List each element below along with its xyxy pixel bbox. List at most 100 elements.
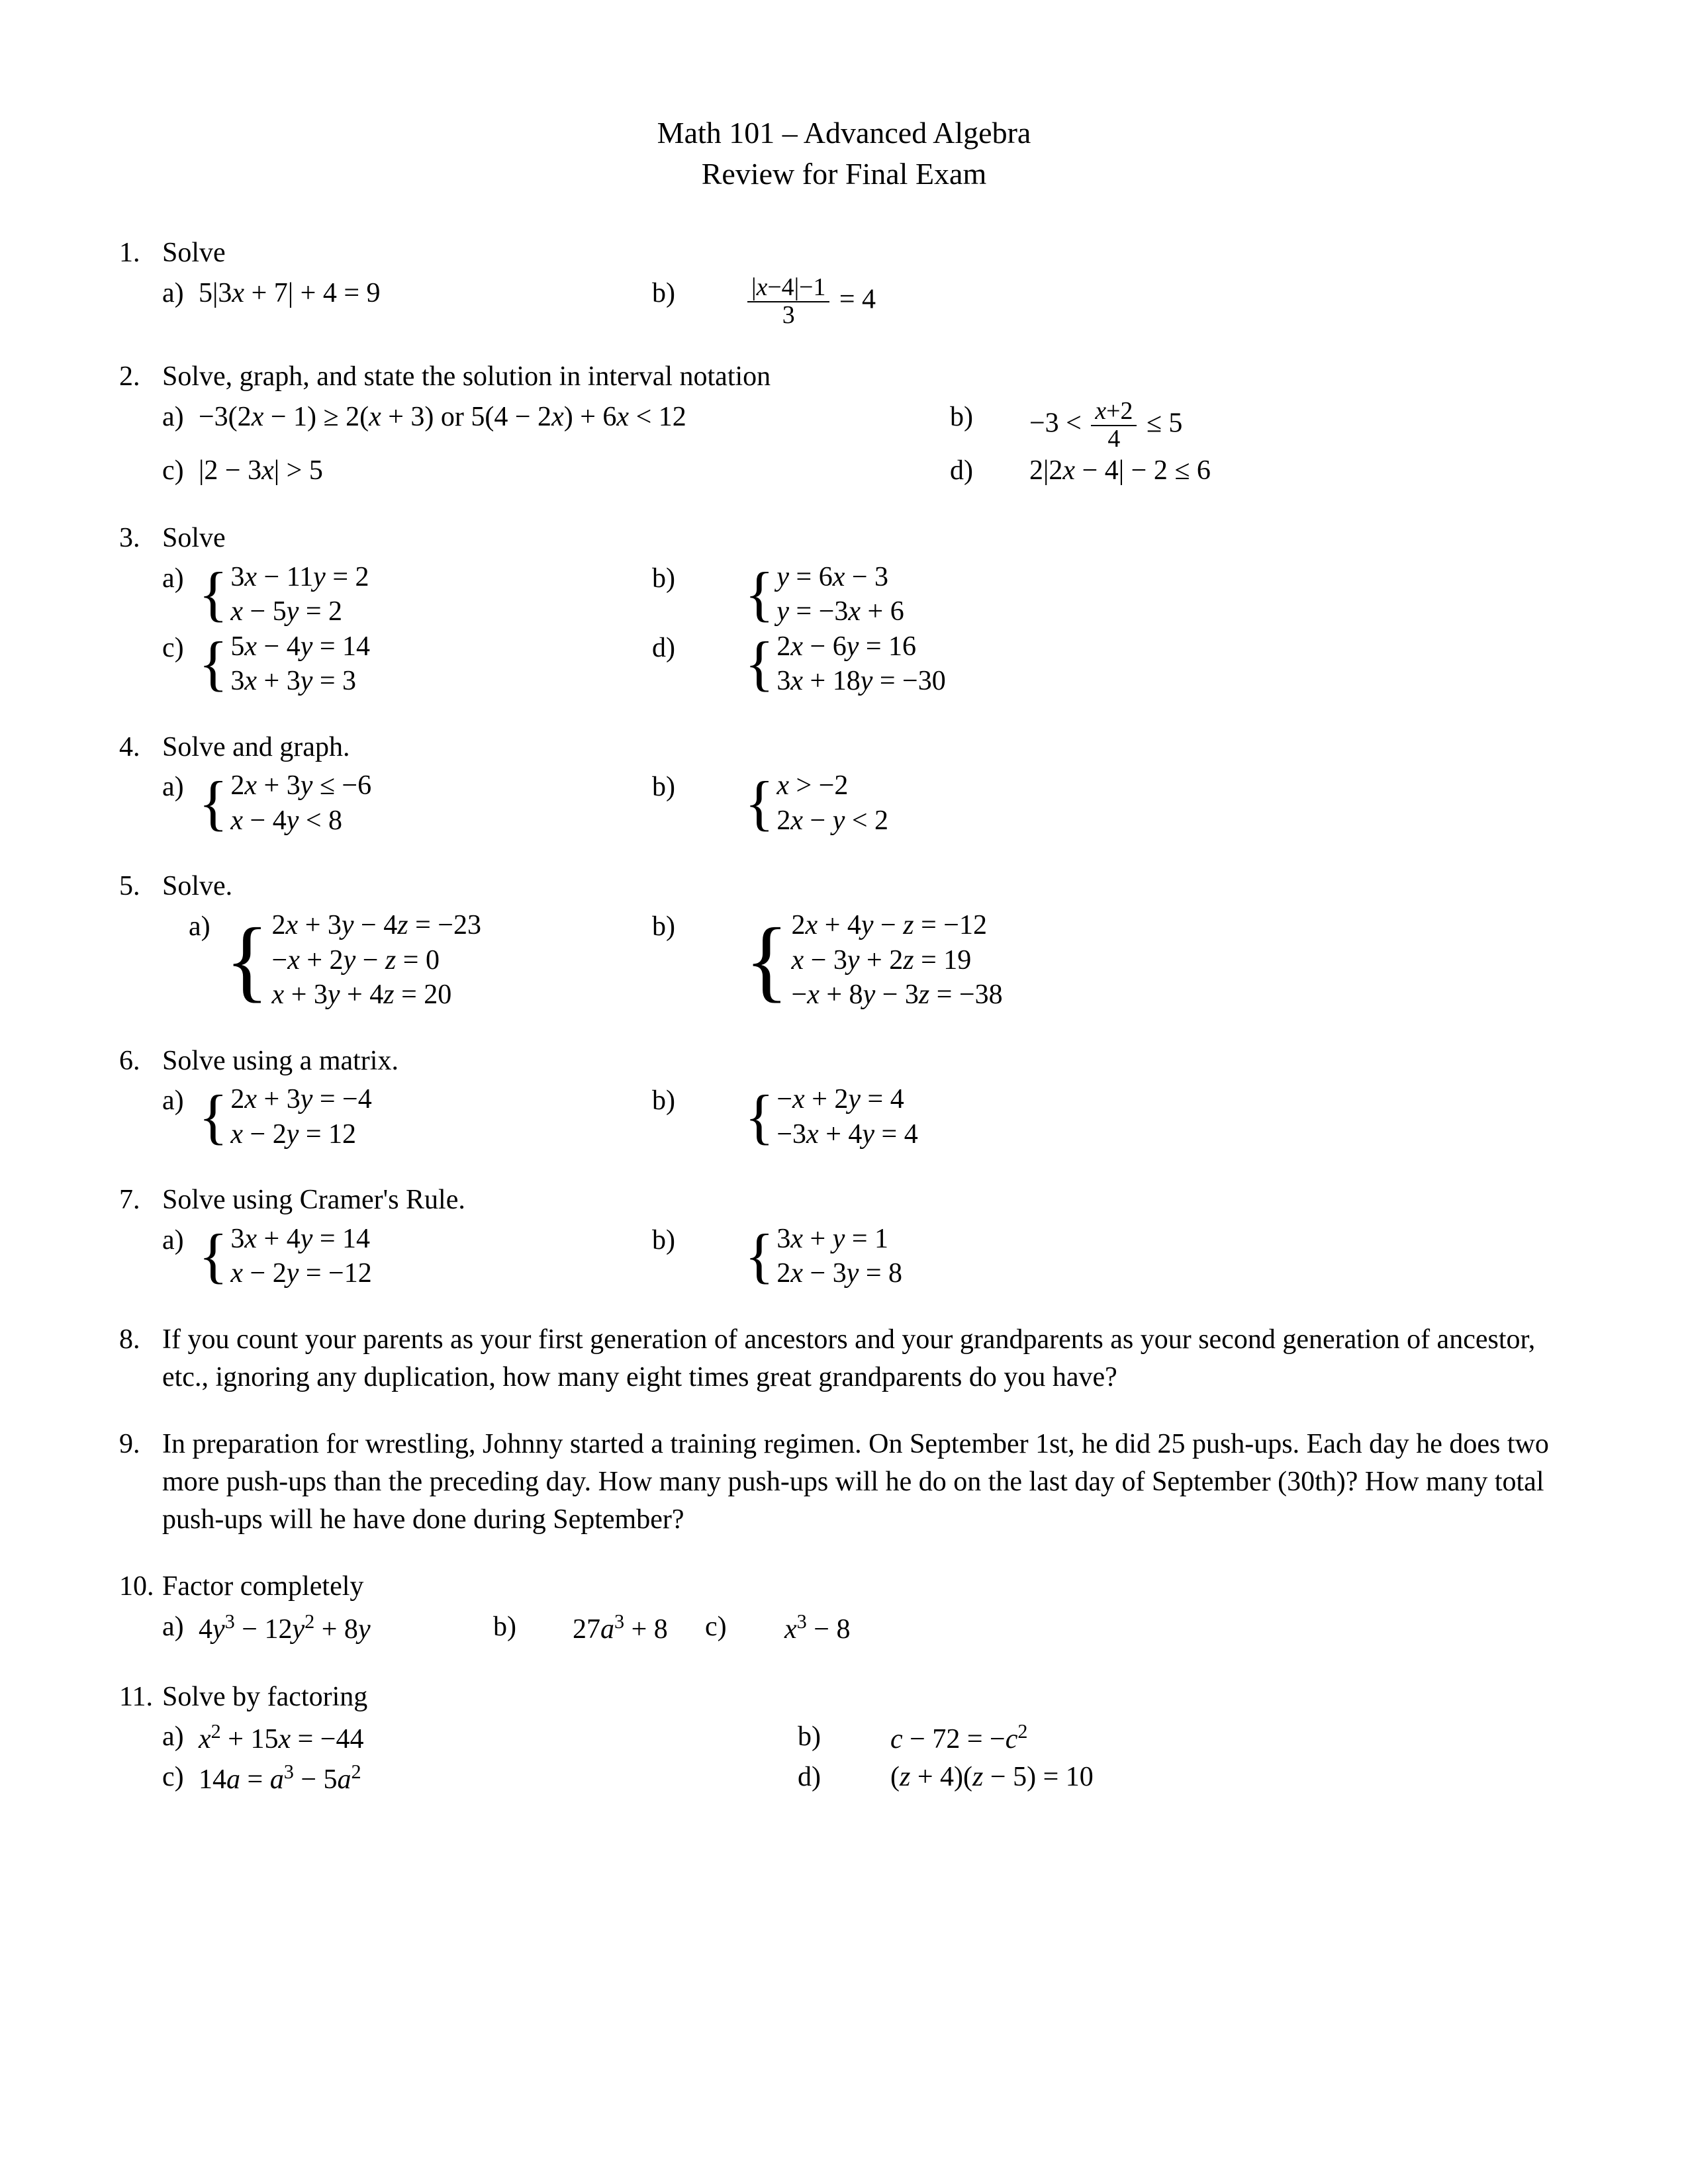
question-number: 10. xyxy=(119,1568,162,1648)
part-expression: {2x + 3y = −4x − 2y = 12 xyxy=(199,1082,372,1152)
question-part: b){2x + 4y − z = −12x − 3y + 2z = 19−x +… xyxy=(652,908,1003,1013)
part-expression: |x−4|−13 = 4 xyxy=(745,275,876,328)
question-prompt: Factor completely xyxy=(162,1568,1569,1606)
part-expression: {2x − 6y = 163x + 18y = −30 xyxy=(745,629,946,699)
parts-row: c)14a = a3 − 5a2 d)(z + 4)(z − 5) = 10 xyxy=(162,1758,1569,1799)
question-number: 3. xyxy=(119,520,162,699)
part-expression: {−x + 2y = 4−3x + 4y = 4 xyxy=(745,1082,918,1152)
part-label: c) xyxy=(162,629,199,667)
part-expression: 4y3 − 12y2 + 8y xyxy=(199,1608,371,1649)
question-number: 8. xyxy=(119,1321,162,1396)
part-label: b) xyxy=(652,560,745,598)
question-part: d){2x − 6y = 163x + 18y = −30 xyxy=(652,629,946,699)
part-expression: {5x − 4y = 143x + 3y = 3 xyxy=(199,629,370,699)
question: 1.Solvea)5|3x + 7| + 4 = 9b)|x−4|−13 = 4 xyxy=(119,234,1569,328)
question-part: a){3x + 4y = 14x − 2y = −12 xyxy=(162,1222,652,1291)
question-prompt: Solve xyxy=(162,520,1569,557)
question-text: In preparation for wrestling, Johnny sta… xyxy=(162,1426,1569,1538)
part-expression: −3 < x+24 ≤ 5 xyxy=(1029,398,1182,452)
parts-row: a)4y3 − 12y2 + 8yb)27a3 + 8c)x3 − 8 xyxy=(162,1608,1569,1649)
question-number: 1. xyxy=(119,234,162,328)
question-body: Solvea){3x − 11y = 2x − 5y = 2b){y = 6x … xyxy=(162,520,1569,699)
parts-row: c){5x − 4y = 143x + 3y = 3d){2x − 6y = 1… xyxy=(162,629,1569,699)
part-label: b) xyxy=(652,908,745,946)
question: 2.Solve, graph, and state the solution i… xyxy=(119,358,1569,490)
question-part: b)27a3 + 8 xyxy=(493,1608,705,1649)
question-part: c)x3 − 8 xyxy=(705,1608,850,1649)
title-line-1: Math 101 – Advanced Algebra xyxy=(119,113,1569,154)
part-expression: (z + 4)(z − 5) = 10 xyxy=(890,1758,1094,1796)
part-expression: {y = 6x − 3y = −3x + 6 xyxy=(745,560,904,629)
question-number: 9. xyxy=(119,1426,162,1538)
question-part: d)2|2x − 4| − 2 ≤ 6 xyxy=(950,452,1211,490)
question-number: 4. xyxy=(119,729,162,839)
part-label: a) xyxy=(162,1608,199,1646)
parts-row: a){3x + 4y = 14x − 2y = −12b){3x + y = 1… xyxy=(162,1222,1569,1291)
part-label: b) xyxy=(652,1082,745,1120)
question-part: b)−3 < x+24 ≤ 5 xyxy=(950,398,1182,452)
question-number: 7. xyxy=(119,1181,162,1291)
question-part: b){3x + y = 12x − 3y = 8 xyxy=(652,1222,902,1291)
part-label: d) xyxy=(798,1758,890,1796)
part-expression: x3 − 8 xyxy=(784,1608,850,1649)
question-number: 2. xyxy=(119,358,162,490)
part-expression: −3(2x − 1) ≥ 2(x + 3) or 5(4 − 2x) + 6x … xyxy=(199,398,686,436)
part-label: d) xyxy=(950,452,1029,490)
part-label: a) xyxy=(162,275,199,312)
question-part: b){x > −22x − y < 2 xyxy=(652,768,888,838)
part-label: a) xyxy=(162,768,199,806)
question-part: a){2x + 3y ≤ −6x − 4y < 8 xyxy=(162,768,652,838)
question-body: Solve using Cramer's Rule.a){3x + 4y = 1… xyxy=(162,1181,1569,1291)
part-label: c) xyxy=(162,1758,199,1796)
part-expression: c − 72 = −c2 xyxy=(890,1718,1028,1758)
question-part: a){2x + 3y − 4z = −23−x + 2y − z = 0x + … xyxy=(162,908,652,1013)
questions-container: 1.Solvea)5|3x + 7| + 4 = 9b)|x−4|−13 = 4… xyxy=(119,234,1569,1799)
part-expression: x2 + 15x = −44 xyxy=(199,1718,364,1758)
part-label: c) xyxy=(162,452,199,490)
part-expression: 2|2x − 4| − 2 ≤ 6 xyxy=(1029,452,1211,490)
part-label: a) xyxy=(162,398,199,436)
part-label: b) xyxy=(950,398,1029,436)
parts-row: a){2x + 3y ≤ −6x − 4y < 8b){x > −22x − y… xyxy=(162,768,1569,838)
question-part: c)14a = a3 − 5a2 xyxy=(162,1758,705,1799)
part-expression: {3x − 11y = 2x − 5y = 2 xyxy=(199,560,369,629)
question: 6.Solve using a matrix.a){2x + 3y = −4x … xyxy=(119,1042,1569,1152)
part-expression: {3x + 4y = 14x − 2y = −12 xyxy=(199,1222,372,1291)
part-label: d) xyxy=(652,629,745,667)
question-text: If you count your parents as your first … xyxy=(162,1321,1569,1396)
question-part: a){3x − 11y = 2x − 5y = 2 xyxy=(162,560,652,629)
question-part: a){2x + 3y = −4x − 2y = 12 xyxy=(162,1082,652,1152)
question-part: c){5x − 4y = 143x + 3y = 3 xyxy=(162,629,652,699)
question-part: b)c − 72 = −c2 xyxy=(798,1718,1028,1758)
part-expression: {2x + 4y − z = −12x − 3y + 2z = 19−x + 8… xyxy=(745,908,1003,1013)
part-label: b) xyxy=(798,1718,890,1756)
question: 7.Solve using Cramer's Rule.a){3x + 4y =… xyxy=(119,1181,1569,1291)
question-body: Factor completelya)4y3 − 12y2 + 8y b)27a3… xyxy=(162,1568,1569,1648)
part-label: b) xyxy=(652,1222,745,1259)
question-prompt: Solve using Cramer's Rule. xyxy=(162,1181,1569,1219)
part-expression: 27a3 + 8 xyxy=(573,1608,668,1649)
question: 3.Solvea){3x − 11y = 2x − 5y = 2b){y = 6… xyxy=(119,520,1569,699)
part-expression: {x > −22x − y < 2 xyxy=(745,768,888,838)
parts-row: a){2x + 3y = −4x − 2y = 12b){−x + 2y = 4… xyxy=(162,1082,1569,1152)
question-body: Solve using a matrix.a){2x + 3y = −4x − … xyxy=(162,1042,1569,1152)
question-body: Solve and graph.a){2x + 3y ≤ −6x − 4y < … xyxy=(162,729,1569,839)
part-expression: 5|3x + 7| + 4 = 9 xyxy=(199,275,381,312)
question-body: If you count your parents as your first … xyxy=(162,1321,1569,1396)
question: 8.If you count your parents as your firs… xyxy=(119,1321,1569,1396)
question-prompt: Solve xyxy=(162,234,1569,272)
part-label: b) xyxy=(493,1608,573,1646)
part-expression: {2x + 3y ≤ −6x − 4y < 8 xyxy=(199,768,371,838)
question: 5.Solve.a){2x + 3y − 4z = −23−x + 2y − z… xyxy=(119,868,1569,1012)
question-part: b){−x + 2y = 4−3x + 4y = 4 xyxy=(652,1082,918,1152)
page-title: Math 101 – Advanced Algebra Review for F… xyxy=(119,113,1569,195)
question-body: Solvea)5|3x + 7| + 4 = 9b)|x−4|−13 = 4 xyxy=(162,234,1569,328)
question-prompt: Solve, graph, and state the solution in … xyxy=(162,358,1569,396)
question-part: a)x2 + 15x = −44 xyxy=(162,1718,705,1758)
question: 11.Solve by factoringa)x2 + 15x = −44b)c… xyxy=(119,1678,1569,1799)
part-label: b) xyxy=(652,768,745,806)
part-expression: {2x + 3y − 4z = −23−x + 2y − z = 0x + 3y… xyxy=(225,908,481,1013)
question-prompt: Solve using a matrix. xyxy=(162,1042,1569,1080)
question: 10.Factor completelya)4y3 − 12y2 + 8y b)2… xyxy=(119,1568,1569,1648)
question-body: 5.Solve.a){2x + 3y − 4z = −23−x + 2y − z… xyxy=(162,868,1569,1012)
